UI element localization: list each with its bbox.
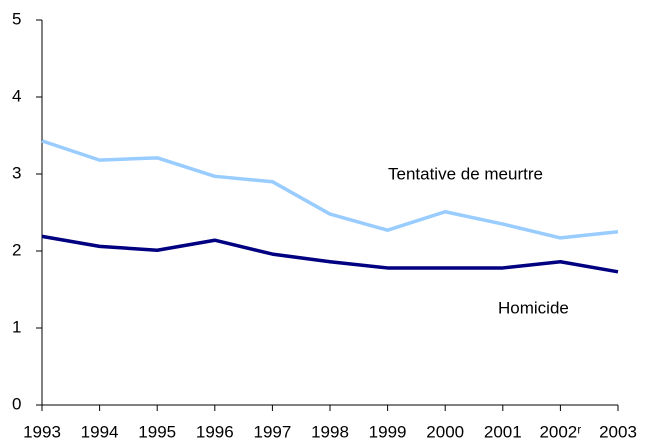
y-tick-label: 2 <box>12 240 21 259</box>
y-tick-label: 1 <box>12 317 21 336</box>
series-label: Tentative de meurtre <box>388 164 543 183</box>
series-label: Homicide <box>498 298 569 317</box>
x-tick-label: 2001 <box>484 422 522 441</box>
series-line <box>41 234 619 274</box>
x-tick-label: 1999 <box>369 422 407 441</box>
x-tick-label: 1996 <box>196 422 234 441</box>
series-line <box>41 139 619 240</box>
y-tick-label: 3 <box>12 163 21 182</box>
y-tick-label: 5 <box>12 9 21 28</box>
x-tick-label: 1995 <box>138 422 176 441</box>
y-tick-label: 0 <box>12 394 21 413</box>
x-tick-label: 1993 <box>23 422 61 441</box>
x-tick-label: 2003 <box>599 422 637 441</box>
x-tick-label: 2002ʳ <box>539 422 581 441</box>
x-tick-label: 1998 <box>311 422 349 441</box>
y-tick-label: 4 <box>12 86 21 105</box>
x-tick-label: 2000 <box>426 422 464 441</box>
x-tick-label: 1994 <box>81 422 119 441</box>
x-tick-label: 1997 <box>253 422 291 441</box>
